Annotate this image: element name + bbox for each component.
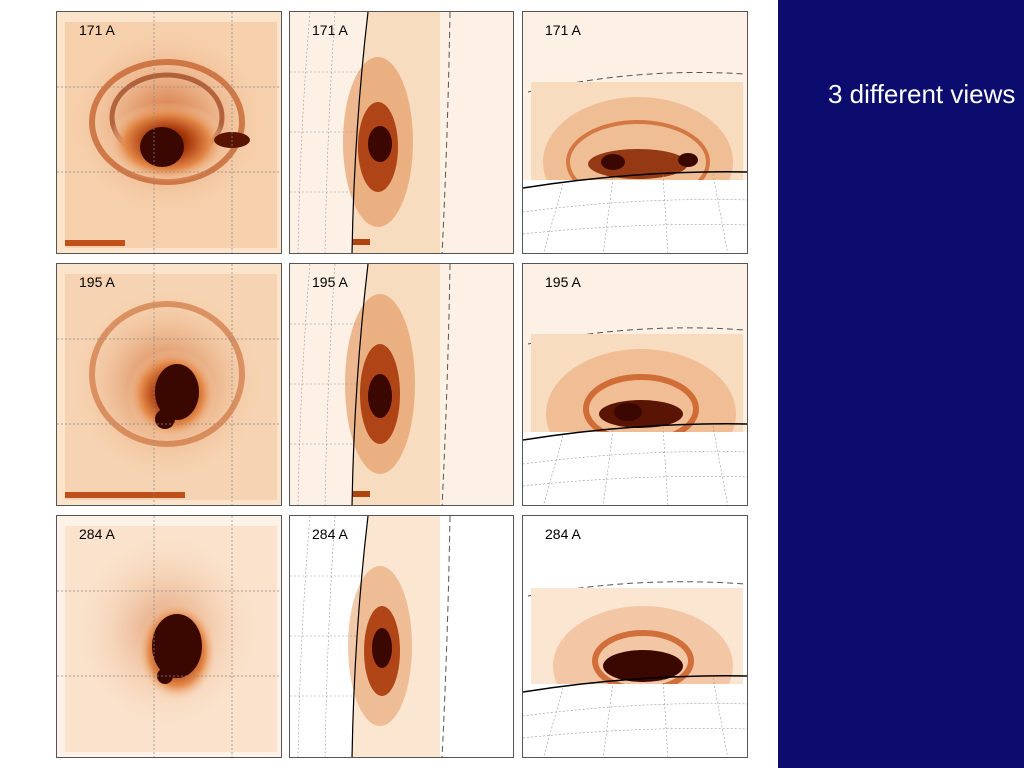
figure-area: 171 A 171 A	[56, 11, 748, 758]
corona-image-limb	[290, 264, 513, 505]
wavelength-label: 171 A	[545, 22, 581, 38]
corona-image-side	[523, 264, 747, 505]
side-panel: 3 different views	[778, 0, 1024, 768]
panel-195-face-on: 195 A	[56, 263, 282, 506]
corona-image-face-on	[57, 264, 281, 505]
wavelength-label: 284 A	[312, 526, 348, 542]
panel-284-face-on: 284 A	[56, 515, 282, 758]
panel-195-side: 195 A	[522, 263, 748, 506]
wavelength-label: 171 A	[79, 22, 115, 38]
side-caption: 3 different views	[828, 79, 1016, 109]
corona-image-face-on	[57, 516, 281, 757]
corona-image-limb	[290, 12, 513, 253]
corona-image-limb	[290, 516, 513, 757]
corona-image-side	[523, 516, 747, 757]
wavelength-label: 195 A	[312, 274, 348, 290]
corona-image-side	[523, 12, 747, 253]
corona-image-face-on	[57, 12, 281, 253]
panel-195-limb: 195 A	[289, 263, 514, 506]
wavelength-label: 284 A	[545, 526, 581, 542]
wavelength-label: 284 A	[79, 526, 115, 542]
panel-171-face-on: 171 A	[56, 11, 282, 254]
panel-284-limb: 284 A	[289, 515, 514, 758]
panel-171-limb: 171 A	[289, 11, 514, 254]
wavelength-label: 195 A	[545, 274, 581, 290]
panel-171-side: 171 A	[522, 11, 748, 254]
wavelength-label: 195 A	[79, 274, 115, 290]
panel-284-side: 284 A	[522, 515, 748, 758]
wavelength-label: 171 A	[312, 22, 348, 38]
